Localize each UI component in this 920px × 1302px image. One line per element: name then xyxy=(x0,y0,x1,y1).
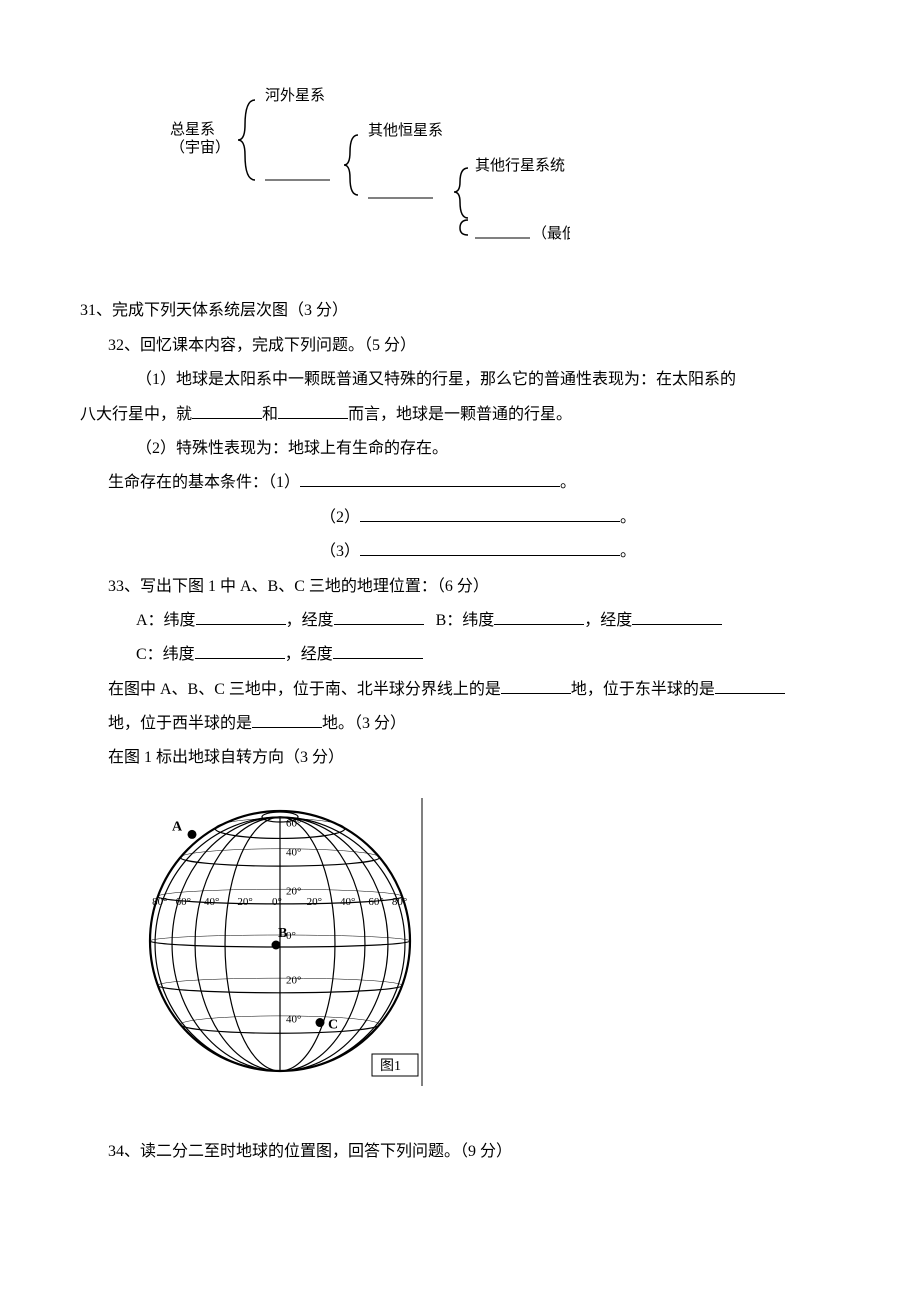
blank xyxy=(501,677,571,694)
blank xyxy=(632,608,722,625)
blank xyxy=(278,402,348,419)
hier-l3a: 其他行星系统 xyxy=(475,157,565,174)
q33-head: 33、写出下图 1 中 A、B、C 三地的地理位置：（6 分） xyxy=(80,572,840,602)
q32-p1b-mid: 和 xyxy=(262,406,278,423)
q33-B-lat: B：纬度 xyxy=(436,612,495,629)
q33-l2a: 在图中 A、B、C 三地中，位于南、北半球分界线上的是 xyxy=(108,681,501,698)
q34-text: 34、读二分二至时地球的位置图，回答下列问题。（9 分） xyxy=(80,1137,840,1167)
q32-p1b: 八大行星中，就 和 而言，地球是一颗普通的行星。 xyxy=(80,400,840,430)
blank xyxy=(252,711,322,728)
period: 。 xyxy=(560,474,576,491)
svg-text:60°: 60° xyxy=(176,896,191,908)
q32-cond3: （3） 。 xyxy=(80,537,840,567)
q32-p1b-post: 而言，地球是一颗普通的行星。 xyxy=(348,406,572,423)
q33-row-c: C：纬度 ，经度 xyxy=(80,640,840,670)
svg-text:60°: 60° xyxy=(368,896,383,908)
svg-text:80°: 80° xyxy=(392,896,407,908)
hier-svg: 总星系 （宇宙） 河外星系 其他恒星系 其他行星系统 （最低级） xyxy=(170,80,570,255)
blank xyxy=(494,608,584,625)
blank xyxy=(196,608,286,625)
blank xyxy=(715,677,785,694)
svg-text:0°: 0° xyxy=(286,930,296,942)
q31-text: 31、完成下列天体系统层次图（3 分） xyxy=(80,296,840,326)
q33-lon: ，经度 xyxy=(584,612,632,629)
svg-text:40°: 40° xyxy=(286,846,301,858)
q33-lon: ，经度 xyxy=(285,646,333,663)
blank xyxy=(334,608,424,625)
svg-text:20°: 20° xyxy=(307,896,322,908)
q32-p1a: （1）地球是太阳系中一颗既普通又特殊的行星，那么它的普通性表现为：在太阳系的 xyxy=(80,365,840,395)
q33-l3b: 地。（3 分） xyxy=(322,715,406,732)
q33-l2: 在图中 A、B、C 三地中，位于南、北半球分界线上的是 地，位于东半球的是 xyxy=(80,675,840,705)
hier-l4-suffix: （最低级） xyxy=(532,225,570,242)
blank xyxy=(195,642,285,659)
q32-cond1: 生命存在的基本条件：（1） 。 xyxy=(80,468,840,498)
hier-l1a: 河外星系 xyxy=(265,87,325,104)
svg-text:80°: 80° xyxy=(152,896,167,908)
q33-lon: ，经度 xyxy=(286,612,334,629)
blank xyxy=(333,642,423,659)
svg-text:C: C xyxy=(328,1017,338,1032)
q32-cond3-label: （3） xyxy=(320,543,360,560)
q32-p2: （2）特殊性表现为：地球上有生命的存在。 xyxy=(80,434,840,464)
hierarchy-diagram: 总星系 （宇宙） 河外星系 其他恒星系 其他行星系统 （最低级） xyxy=(170,80,840,266)
blank xyxy=(192,402,262,419)
hier-root-bottom: （宇宙） xyxy=(170,139,230,156)
q33-A-lat: A：纬度 xyxy=(136,612,196,629)
q32-p1b-pre: 八大行星中，就 xyxy=(80,406,192,423)
svg-text:0°: 0° xyxy=(272,896,282,908)
svg-text:40°: 40° xyxy=(340,896,355,908)
hier-l2a: 其他恒星系 xyxy=(368,122,443,139)
globe-svg: 60°40°20°0°20°40°80°60°40°20°0°20°40°60°… xyxy=(140,786,440,1096)
svg-text:40°: 40° xyxy=(204,896,219,908)
q32-cond2: （2） 。 xyxy=(80,503,840,533)
svg-text:A: A xyxy=(172,819,183,834)
svg-text:图1: 图1 xyxy=(380,1059,401,1074)
q32-cond-head: 生命存在的基本条件：（1） xyxy=(108,474,300,491)
figure-1: 60°40°20°0°20°40°80°60°40°20°0°20°40°60°… xyxy=(140,786,440,1107)
svg-text:40°: 40° xyxy=(286,1013,301,1025)
hier-root-top: 总星系 xyxy=(170,121,215,138)
blank xyxy=(360,505,620,522)
svg-text:20°: 20° xyxy=(286,974,301,986)
q32-cond2-label: （2） xyxy=(320,509,360,526)
svg-text:20°: 20° xyxy=(286,885,301,897)
svg-text:B: B xyxy=(278,926,287,941)
q33-l3a: 地，位于西半球的是 xyxy=(108,715,252,732)
q33-l2b: 地，位于东半球的是 xyxy=(571,681,715,698)
q32-head: 32、回忆课本内容，完成下列问题。（5 分） xyxy=(80,331,840,361)
blank xyxy=(300,470,560,487)
q33-C-lat: C：纬度 xyxy=(136,646,195,663)
period: 。 xyxy=(620,543,636,560)
q33-row-ab: A：纬度 ，经度 B：纬度 ，经度 xyxy=(80,606,840,636)
q33-l4: 在图 1 标出地球自转方向（3 分） xyxy=(80,743,840,773)
blank xyxy=(360,539,620,556)
svg-text:20°: 20° xyxy=(237,896,252,908)
q33-l3: 地，位于西半球的是 地。（3 分） xyxy=(80,709,840,739)
period: 。 xyxy=(620,509,636,526)
